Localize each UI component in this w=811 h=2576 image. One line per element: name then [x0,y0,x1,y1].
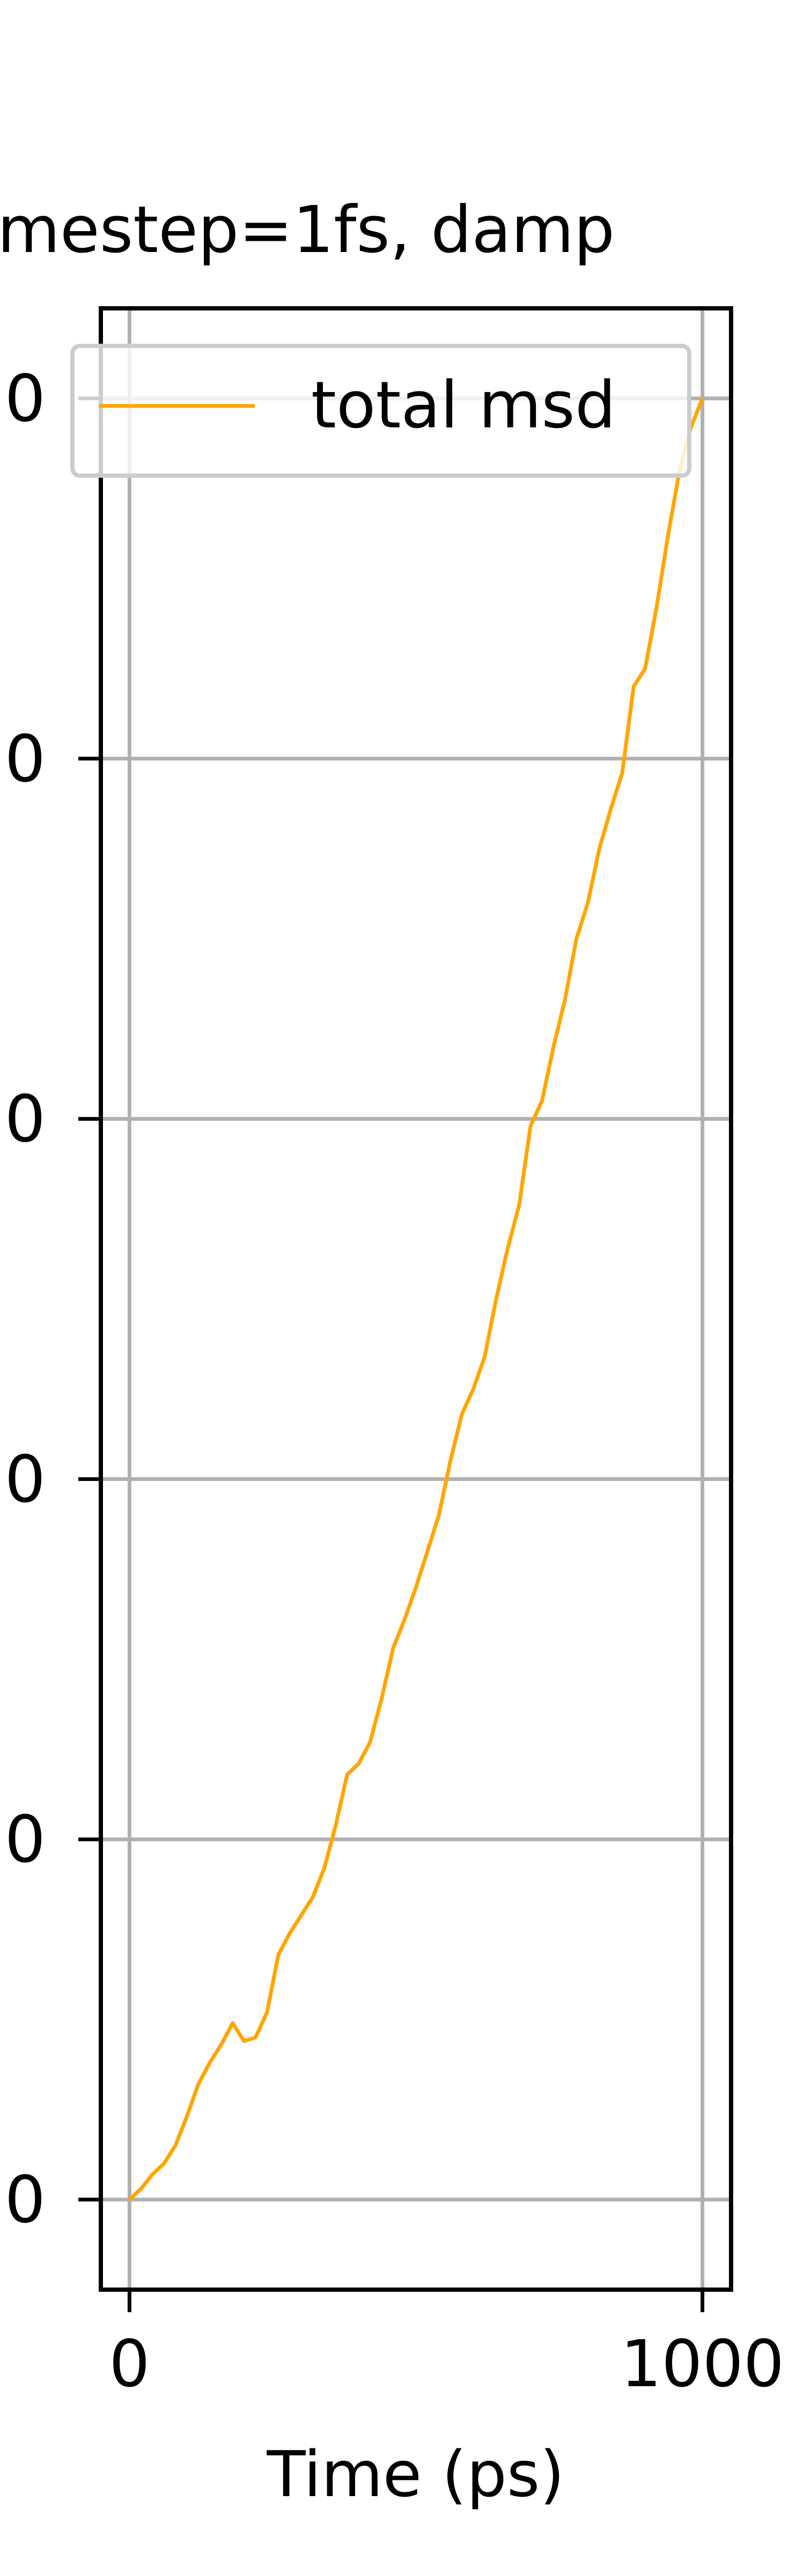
y-tick-label: 0 [5,1083,46,1157]
y-tick-label: 0 [5,2163,46,2238]
series-line-total-msd [128,397,704,2201]
axis-ticks: 0 0 0 0 0 0 0 1000 [5,362,785,2402]
series-layer [128,397,704,2201]
x-tick-label: 1000 [621,2327,784,2402]
x-tick-label: 0 [109,2327,150,2402]
y-tick-label: 0 [5,722,46,797]
legend-box [70,344,691,478]
y-tick-label: 0 [5,1442,46,1517]
legend-label-total-msd: total msd [311,368,616,443]
legend: total msd [70,344,691,478]
plot-frame [99,306,733,2292]
y-tick-label: 0 [5,362,46,436]
x-axis-label: Time (ps) [267,2437,565,2511]
y-tick-label: 0 [5,1803,46,1877]
chart-title: mestep=1fs, damp [0,193,615,268]
